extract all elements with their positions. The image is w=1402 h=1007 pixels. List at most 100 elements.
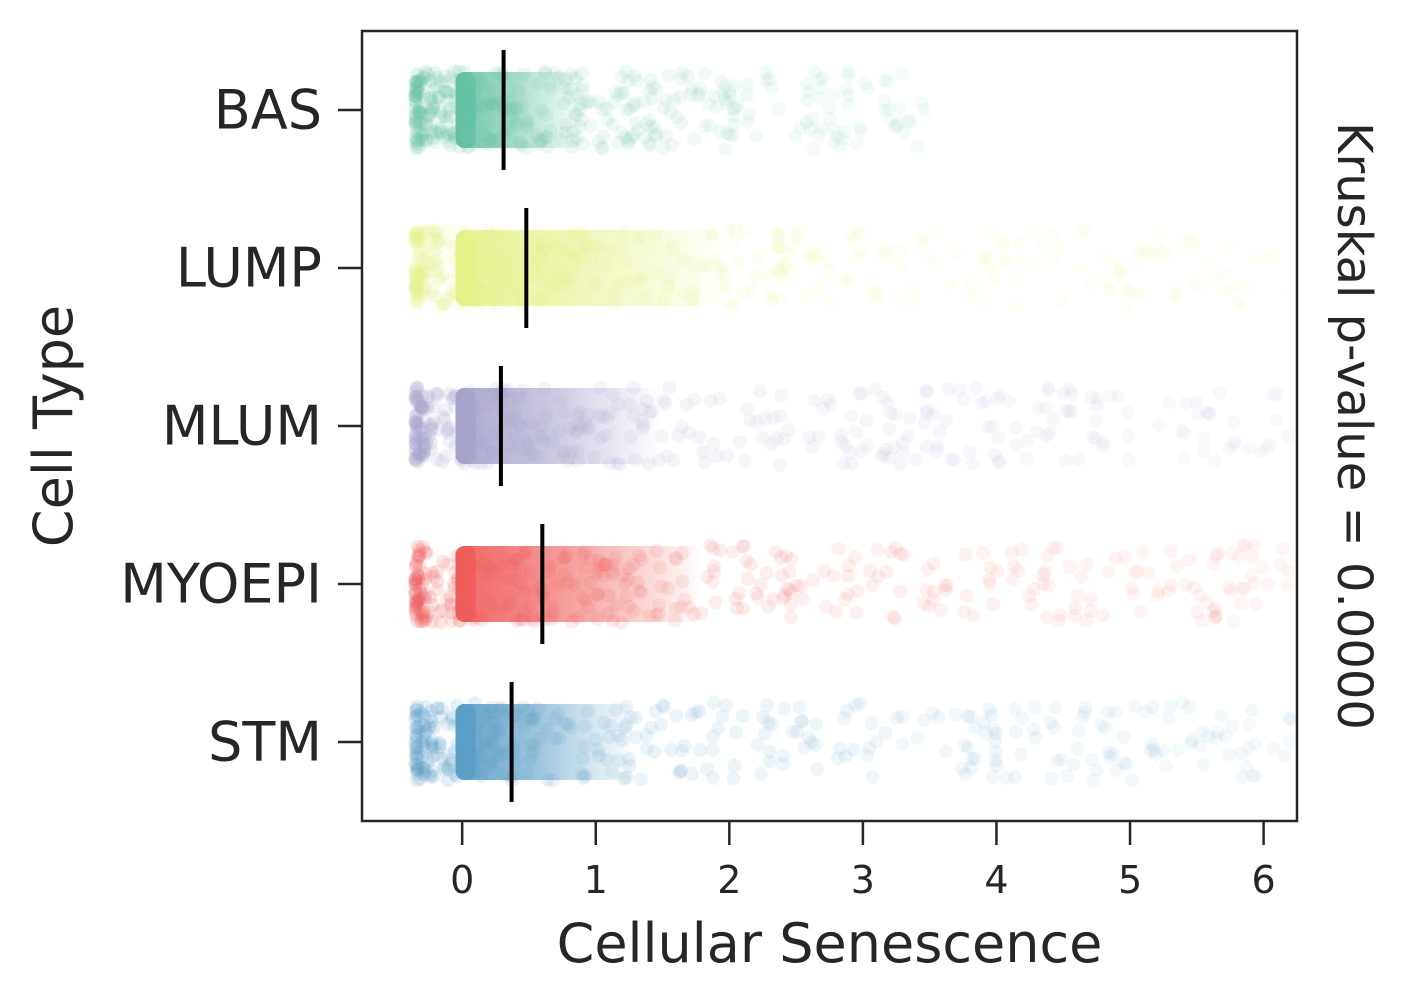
data-point (418, 740, 433, 755)
data-point (902, 411, 917, 426)
data-point (1024, 225, 1039, 240)
data-point (507, 114, 522, 129)
data-point (469, 291, 484, 306)
data-point (1146, 742, 1161, 757)
data-point (775, 241, 790, 256)
data-point (513, 565, 528, 580)
data-point (418, 726, 433, 741)
data-point (551, 424, 566, 439)
data-point (502, 588, 517, 603)
data-point (672, 766, 687, 781)
data-point (910, 139, 925, 154)
data-point (632, 548, 647, 563)
data-point (409, 81, 424, 96)
data-point (1121, 452, 1136, 467)
data-point (1151, 417, 1166, 432)
data-point (711, 721, 726, 736)
data-point (1098, 720, 1112, 735)
data-point (634, 414, 649, 429)
data-point (444, 596, 458, 611)
data-point (435, 603, 450, 618)
data-point (413, 76, 428, 90)
data-point (862, 563, 877, 578)
data-point (412, 126, 427, 141)
data-point (619, 64, 634, 79)
data-point (414, 116, 429, 131)
x-tick-label: 3 (851, 858, 875, 902)
data-point (408, 116, 423, 131)
data-point (560, 454, 575, 469)
data-point (412, 559, 427, 574)
x-tick-label: 5 (1118, 858, 1142, 902)
data-point (527, 713, 542, 728)
data-point (674, 116, 689, 130)
y-tick-label: MYOEPI (120, 553, 322, 616)
data-point (417, 402, 432, 417)
data-point (500, 383, 515, 398)
data-point (524, 711, 539, 726)
data-point (533, 731, 548, 746)
data-point (578, 768, 592, 783)
data-point (425, 105, 439, 120)
data-point (968, 751, 983, 766)
data-point (600, 410, 615, 425)
data-point (429, 126, 444, 141)
data-point (629, 272, 644, 287)
data-point (426, 101, 441, 116)
data-point (498, 768, 513, 782)
data-point (597, 715, 612, 730)
data-point (926, 584, 941, 599)
data-point (608, 598, 623, 613)
data-point (583, 118, 598, 133)
series-bas (408, 64, 932, 156)
data-point (838, 749, 853, 764)
data-point (892, 100, 907, 115)
data-point (1050, 540, 1065, 555)
data-point (408, 101, 423, 115)
data-point (790, 230, 805, 245)
data-point (408, 605, 423, 620)
data-point (1070, 588, 1085, 603)
data-point (471, 438, 486, 452)
density-band (455, 388, 663, 464)
data-point (876, 390, 891, 405)
data-point (1095, 608, 1110, 623)
data-point (1151, 583, 1166, 598)
data-point (1006, 572, 1021, 587)
data-point (462, 432, 477, 447)
data-point (423, 264, 437, 279)
data-point (564, 444, 579, 459)
data-point (509, 613, 524, 628)
data-point (1238, 539, 1253, 554)
data-point (622, 759, 637, 773)
data-point (466, 754, 481, 769)
data-point (607, 287, 621, 302)
data-point (419, 224, 434, 239)
data-point (448, 388, 463, 403)
data-point (849, 249, 864, 264)
data-point (527, 614, 542, 629)
data-point (429, 79, 444, 94)
data-point (819, 599, 834, 614)
data-point (709, 449, 724, 463)
data-point (462, 453, 477, 468)
data-point (762, 268, 777, 283)
data-point (852, 386, 867, 401)
data-point (410, 415, 425, 430)
data-point (542, 565, 557, 580)
data-point (523, 753, 538, 768)
data-point (415, 229, 429, 244)
data-point (1163, 578, 1178, 592)
data-point (445, 391, 460, 406)
data-point (1040, 610, 1055, 625)
data-point (776, 273, 791, 287)
data-point (684, 292, 699, 307)
data-point (1096, 435, 1111, 450)
data-point (462, 90, 477, 105)
data-point (715, 709, 730, 724)
data-point (410, 567, 425, 582)
data-point (1054, 752, 1069, 767)
data-point (630, 231, 645, 246)
data-point (416, 730, 431, 745)
data-point (410, 758, 425, 773)
